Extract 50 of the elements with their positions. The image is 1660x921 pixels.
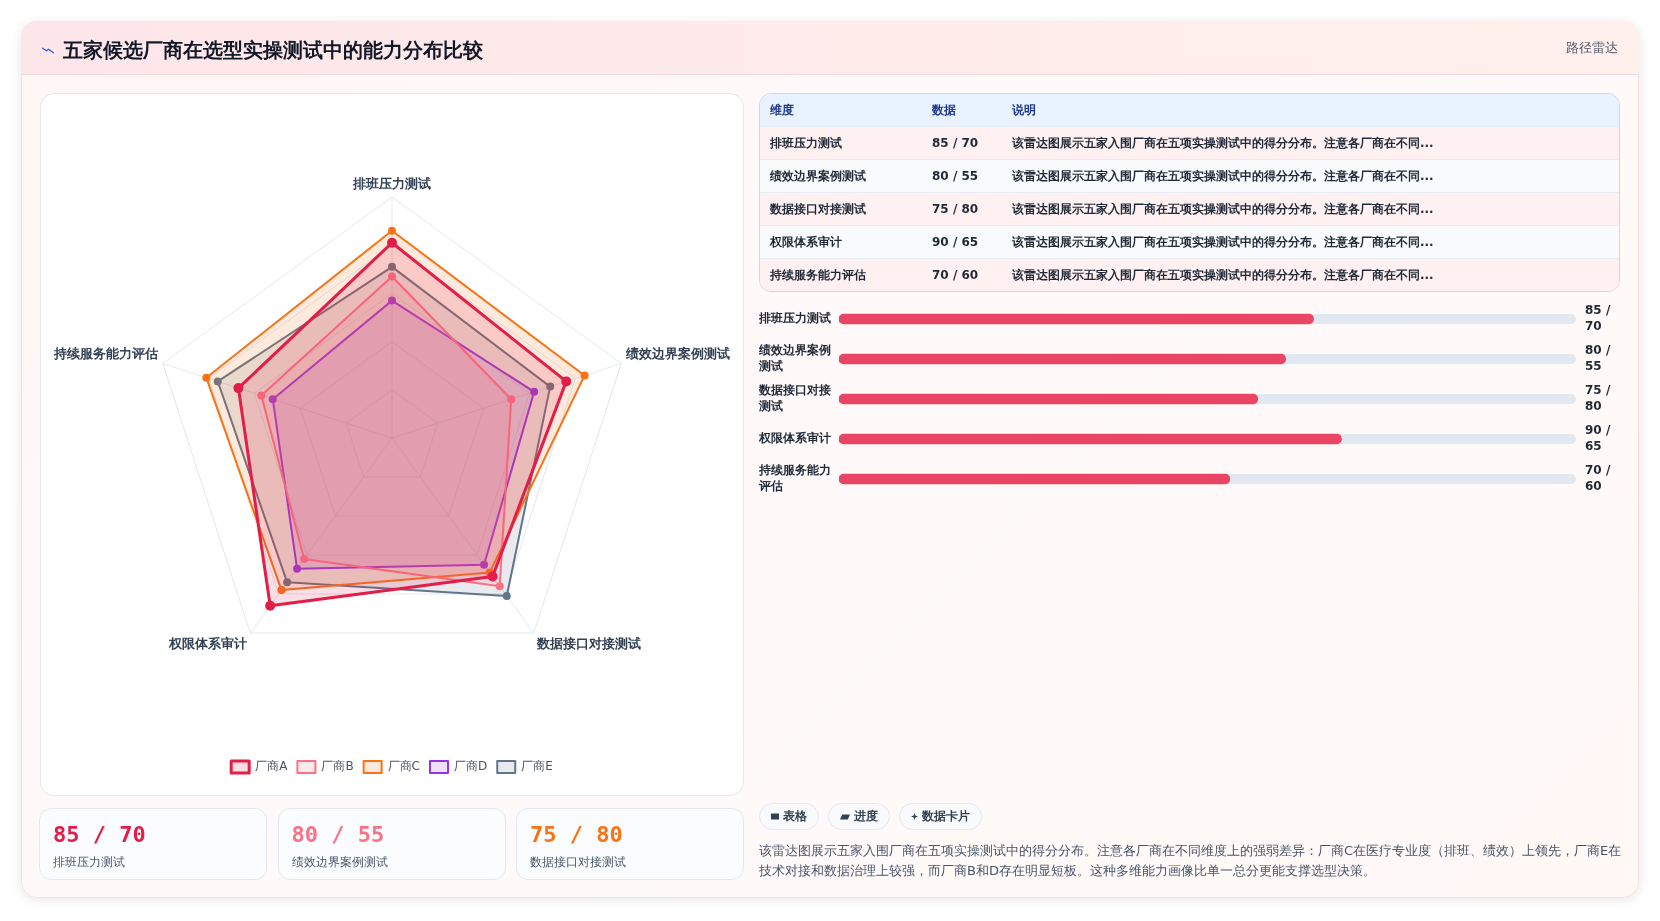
text: 排班压力测试: [53, 854, 125, 870]
text: 85 / 70: [53, 822, 146, 848]
text: 75 / 80: [932, 202, 980, 216]
spoke-label: 权限体系审计: [168, 636, 248, 652]
text: 说明: [1012, 101, 1037, 119]
spoke-label: 排班压力测试: [352, 175, 431, 191]
text: 数据: [932, 101, 957, 119]
legend-label: 厂商C: [387, 759, 421, 774]
text: 该雷达图展示五家入围厂商在五项实操测试中的得分分布。注意各厂商在不同...: [1012, 266, 1435, 284]
data-label: 90 / 65: [1585, 423, 1611, 454]
text: 该雷达图展示五家入围厂商在五项实操测试中的得分分布。注意各厂商在不同...: [1012, 233, 1435, 251]
text: 90 / 65: [932, 235, 980, 249]
text: 维度: [769, 101, 795, 119]
tag-label: 表格: [783, 808, 807, 825]
text: 85 / 70: [932, 136, 980, 150]
text: 绩效边界案例测试: [291, 854, 388, 870]
text: 路径雷达: [1566, 39, 1618, 57]
chart-title: 五家候选厂商在选型实操测试中的能力分布比较: [63, 37, 483, 64]
text: 80 / 55: [932, 169, 980, 183]
y-tick-label: 绩效边界案例测试: [758, 343, 831, 374]
spoke-label: 持续服务能力评估: [53, 345, 158, 361]
spoke-label: 数据接口对接测试: [535, 636, 641, 652]
text: 绩效边界案例测试: [769, 167, 867, 185]
text: 70 / 60: [932, 268, 980, 282]
y-tick-label: 数据接口对接测试: [758, 383, 831, 414]
text: 权限体系审计: [769, 233, 843, 251]
tag-label: 进度: [854, 808, 878, 825]
text: 数据接口对接测试: [769, 200, 867, 218]
text: 持续服务能力评估: [769, 266, 867, 284]
text: 该雷达图展示五家入围厂商在五项实操测试中的得分分布。注意各厂商在不同...: [1012, 200, 1435, 218]
text: 75 / 80: [530, 822, 623, 848]
legend-label: 厂商A: [255, 759, 289, 774]
data-label: 75 / 80: [1585, 383, 1611, 414]
y-tick-label: 权限体系审计: [758, 431, 831, 446]
text: 该雷达图展示五家入围厂商在五项实操测试中的得分分布。注意各厂商在不同...: [1012, 167, 1435, 185]
y-tick-label: 排班压力测试: [758, 311, 831, 326]
legend-label: 厂商D: [454, 759, 488, 774]
data-label: 85 / 70: [1585, 303, 1611, 334]
text: 该雷达图展示五家入围厂商在五项实操测试中的得分分布。注意各厂商在不同维度上的强弱差异：厂商C在医疗专业度（排班、绩效）上领先，厂商E在技术对接和数据治理上较强，而厂商B和D存在明显短板。这种多维能力画像比单一总分更能支撑选型决策。: [759, 842, 1623, 880]
data-label: 70 / 60: [1585, 463, 1611, 494]
y-tick-label: 持续服务能力评估: [758, 463, 831, 494]
data-label: 80 / 55: [1585, 343, 1611, 374]
spoke-label: 绩效边界案例测试: [625, 345, 730, 361]
text: 排班压力测试: [769, 134, 843, 152]
tag-label: 数据卡片: [922, 808, 970, 825]
text: 80 / 55: [291, 822, 385, 848]
text: 数据接口对接测试: [530, 854, 626, 870]
legend-label: 厂商E: [521, 759, 553, 774]
legend-label: 厂商B: [321, 759, 354, 774]
text: 该雷达图展示五家入围厂商在五项实操测试中的得分分布。注意各厂商在不同...: [1012, 134, 1435, 152]
